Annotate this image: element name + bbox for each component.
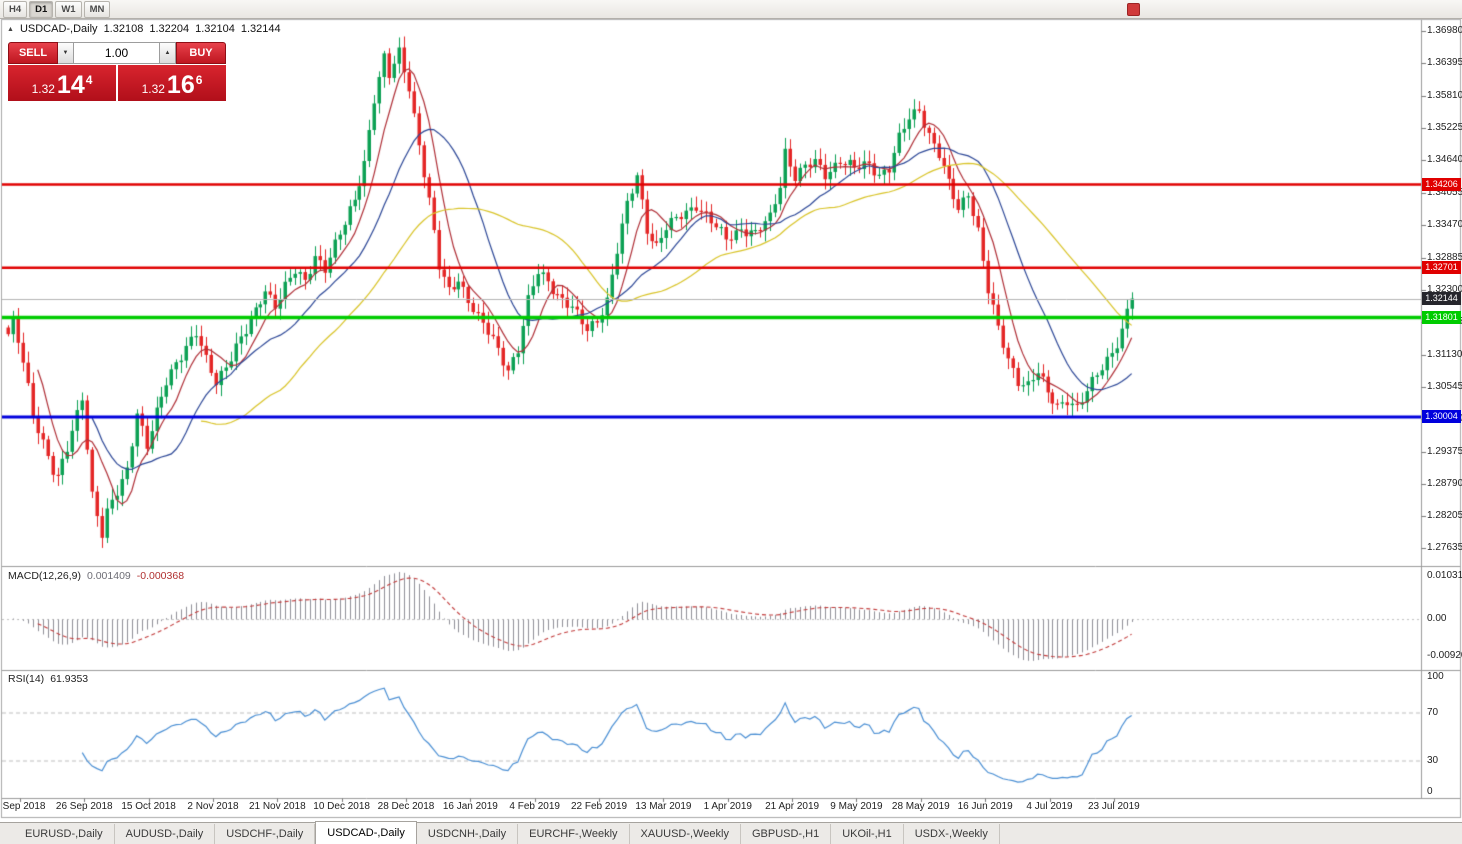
price-axis-label: 1.28205 [1427, 510, 1462, 522]
price-axis-label: 1.32885 [1427, 251, 1462, 263]
date-axis-label: 26 Sep 2018 [55, 801, 113, 812]
date-axis-label: 16 Jun 2019 [957, 801, 1013, 812]
volume-decrease-button[interactable]: ▼ [58, 42, 74, 64]
date-axis-label: 23 Jul 2019 [1087, 801, 1140, 812]
rsi-axis-label: 70 [1427, 707, 1439, 718]
timeframe-toolbar: H4 D1 W1 MN [0, 0, 1462, 19]
date-axis-label: 4 Feb 2019 [509, 801, 560, 812]
buy-button[interactable]: BUY [176, 42, 226, 64]
sell-price-big-figure: 1.32 [31, 82, 55, 96]
rsi-axis-label: 30 [1427, 755, 1439, 766]
price-level-tag-support-blue: 1.30004 [1422, 410, 1461, 424]
chart-symbol-title: USDCAD-,Daily [19, 23, 98, 35]
timeframe-mn-button[interactable]: MN [83, 0, 111, 18]
price-axis-label: 1.35810 [1427, 89, 1462, 101]
sell-price-display[interactable]: 1.32 14 4 [8, 65, 116, 101]
tab-audusd-daily[interactable]: AUDUSD-,Daily [115, 824, 216, 844]
price-axis-label: 1.34640 [1427, 154, 1462, 166]
price-level-tag-resistance-lower: 1.32701 [1422, 261, 1461, 275]
price-axis-label: 1.27635 [1427, 542, 1462, 553]
buy-price-pipette: 6 [195, 73, 203, 87]
date-axis-label: 10 Dec 2018 [313, 801, 370, 812]
price-axis-label: 1.29375 [1427, 445, 1462, 457]
ohlc-high: 1.32204 [149, 23, 190, 35]
tab-usdcad-daily[interactable]: USDCAD-,Daily [315, 821, 417, 844]
trade-panel-prices: 1.32 14 4 1.32 16 6 [8, 65, 226, 101]
date-axis-label: 21 Apr 2019 [765, 801, 820, 812]
price-axis-label: 1.32300 [1427, 283, 1462, 295]
chart-tab-bar: EURUSD-,Daily AUDUSD-,Daily USDCHF-,Daily U… [0, 821, 1462, 844]
tab-eurusd-daily[interactable]: EURUSD-,Daily [14, 824, 115, 844]
volume-increase-button[interactable]: ▲ [160, 42, 176, 64]
toolbar-badge-icon[interactable] [1127, 3, 1140, 16]
buy-price-big-figure: 1.32 [141, 82, 165, 96]
chart-header: ▲ USDCAD-,Daily 1.32108 1.32204 1.32104 … [7, 23, 281, 35]
volume-input[interactable] [74, 42, 160, 64]
rsi-value: 61.9353 [50, 673, 89, 685]
date-axis-label: 4 Jul 2019 [1026, 801, 1073, 812]
tab-usdcnh-daily[interactable]: USDCNH-,Daily [417, 824, 519, 844]
rsi-indicator-label: RSI(14) 61.9353 [8, 673, 88, 685]
timeframe-buttons: H4 D1 W1 MN [3, 0, 112, 18]
price-axis-label: 1.35225 [1427, 122, 1462, 134]
macd-axis-zero: 0.00 [1427, 613, 1447, 624]
date-axis-label: 2 Nov 2018 [187, 801, 239, 812]
price-level-tag-resistance-upper: 1.34206 [1422, 177, 1461, 191]
date-axis-label: 22 Feb 2019 [570, 801, 628, 812]
sell-price-pips: 14 [56, 71, 85, 99]
sell-button[interactable]: SELL [8, 42, 58, 64]
date-axis-label: 7 Sep 2018 [0, 801, 46, 812]
rsi-axis-label: 100 [1427, 671, 1444, 682]
price-axis-label: 1.30545 [1427, 381, 1462, 392]
one-click-trade-panel: SELL ▼ ▲ BUY 1.32 14 4 1.32 16 6 [8, 42, 226, 101]
bid-price-tag: 1.32144 [1422, 292, 1461, 306]
price-axis-label: 1.28790 [1427, 478, 1462, 490]
macd-name: MACD(12,26,9) [8, 570, 81, 582]
tab-xauusd-weekly[interactable]: XAUUSD-,Weekly [630, 824, 741, 844]
timeframe-d1-button[interactable]: D1 [29, 0, 54, 18]
chevron-up-icon: ▲ [164, 50, 171, 56]
date-axis-label: 21 Nov 2018 [248, 801, 306, 812]
rsi-axis-label: 0 [1427, 786, 1433, 797]
buy-price-display[interactable]: 1.32 16 6 [118, 65, 226, 101]
price-axis-label: 1.36980 [1427, 25, 1462, 36]
tab-gbpusd-h1[interactable]: GBPUSD-,H1 [741, 824, 832, 844]
tab-ukoil-h1[interactable]: UKOil-,H1 [831, 824, 904, 844]
timeframe-w1-button[interactable]: W1 [55, 0, 82, 18]
sell-price-pipette: 4 [85, 73, 93, 87]
date-axis-label: 1 Apr 2019 [703, 801, 752, 812]
date-axis-label: 16 Jan 2019 [442, 801, 498, 812]
tab-eurchf-weekly[interactable]: EURCHF-,Weekly [518, 824, 630, 844]
ohlc-close: 1.32144 [240, 23, 281, 35]
price-axis-label: 1.34055 [1427, 186, 1462, 198]
tab-usdchf-daily[interactable]: USDCHF-,Daily [215, 824, 316, 844]
chevron-down-icon: ▼ [62, 50, 69, 56]
rsi-name: RSI(14) [8, 673, 45, 685]
date-axis-label: 28 Dec 2018 [377, 801, 435, 812]
buy-price-pips: 16 [166, 71, 195, 99]
price-axis-label: 1.33470 [1427, 219, 1462, 231]
ohlc-low: 1.32104 [195, 23, 235, 35]
symbol-marker-icon: ▲ [7, 25, 14, 33]
timeframe-h4-button[interactable]: H4 [3, 0, 28, 18]
date-axis-label: 28 May 2019 [891, 801, 950, 812]
macd-axis-min: -0.009203 [1427, 650, 1462, 661]
date-axis-label: 13 Mar 2019 [635, 801, 692, 812]
price-axis-label: 1.31130 [1427, 348, 1462, 360]
macd-indicator-label: MACD(12,26,9) 0.001409 -0.000368 [8, 570, 184, 582]
date-axis-label: 9 May 2019 [830, 801, 883, 812]
trade-panel-controls: SELL ▼ ▲ BUY [8, 42, 226, 64]
date-axis-label: 15 Oct 2018 [121, 801, 176, 812]
macd-main-value: 0.001409 [86, 570, 131, 582]
tab-usdx-weekly[interactable]: USDX-,Weekly [904, 824, 1000, 844]
price-level-tag-support-green: 1.31801 [1422, 311, 1461, 325]
ohlc-open: 1.32108 [103, 23, 144, 35]
price-axis-label: 1.36395 [1427, 57, 1462, 69]
macd-axis-max: 0.010311 [1427, 570, 1462, 581]
macd-signal-value: -0.000368 [136, 570, 185, 582]
